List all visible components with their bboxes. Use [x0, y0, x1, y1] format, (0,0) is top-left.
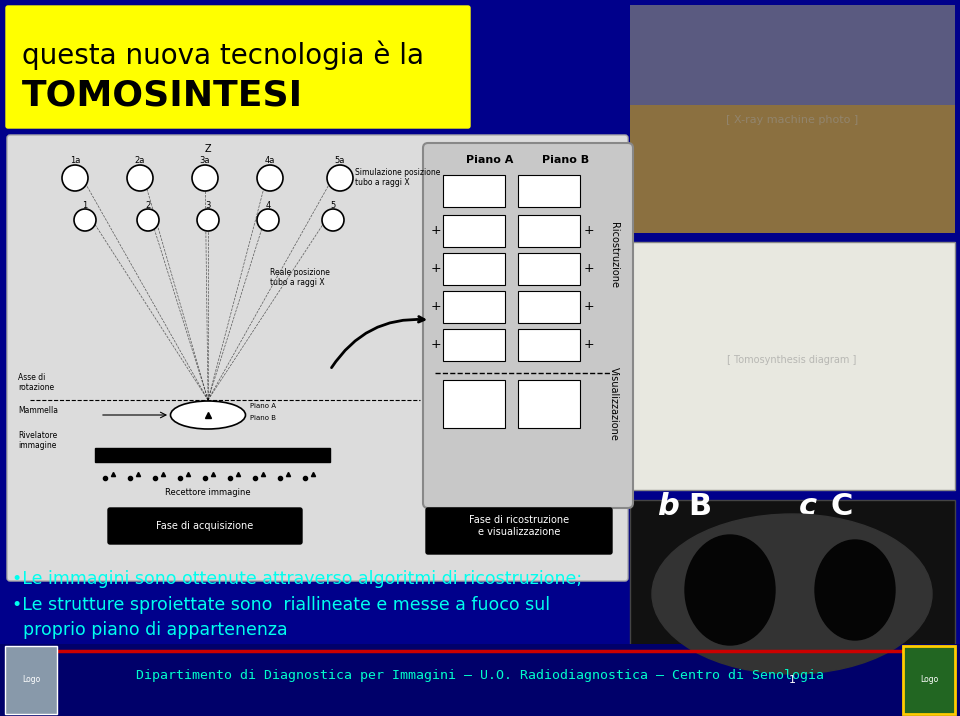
Text: •Le strutture sproiettate sono  riallineate e messe a fuoco sul: •Le strutture sproiettate sono riallinea…	[12, 596, 550, 614]
Bar	[443, 175, 505, 207]
Text: +: +	[431, 225, 442, 238]
Circle shape	[127, 165, 153, 191]
Ellipse shape	[652, 514, 932, 674]
Circle shape	[257, 209, 279, 231]
Bar	[518, 175, 580, 207]
Text: +: +	[584, 225, 594, 238]
Text: 5a: 5a	[335, 156, 346, 165]
Bar	[518, 291, 580, 323]
Bar	[518, 215, 580, 247]
Text: Z: Z	[204, 144, 211, 154]
Circle shape	[74, 209, 96, 231]
Text: Dipartimento di Diagnostica per Immagini – U.O. Radiodiagnostica – Centro di Sen: Dipartimento di Diagnostica per Immagini…	[136, 669, 824, 682]
Bar	[630, 500, 955, 688]
Text: 4: 4	[265, 201, 271, 210]
Text: b: b	[657, 492, 679, 521]
Text: 3: 3	[205, 201, 210, 210]
Bar	[630, 242, 955, 490]
Text: Piano B: Piano B	[250, 415, 276, 421]
Ellipse shape	[685, 535, 775, 645]
Circle shape	[327, 165, 353, 191]
Circle shape	[197, 209, 219, 231]
Text: Visualizzazione: Visualizzazione	[609, 367, 619, 441]
Text: +: +	[431, 339, 442, 352]
Text: 2: 2	[145, 201, 151, 210]
Circle shape	[137, 209, 159, 231]
Ellipse shape	[171, 401, 246, 429]
Bar	[443, 380, 505, 428]
Bar	[443, 329, 505, 361]
Text: [ Tomosynthesis diagram ]: [ Tomosynthesis diagram ]	[728, 355, 856, 365]
Text: Recettore immagine: Recettore immagine	[165, 488, 251, 497]
Text: C: C	[830, 492, 853, 521]
Text: 4a: 4a	[265, 156, 276, 165]
Text: Simulazione posizione
tubo a raggi X: Simulazione posizione tubo a raggi X	[355, 168, 441, 188]
Text: questa nuova tecnologia è la: questa nuova tecnologia è la	[22, 40, 424, 69]
Text: Logo: Logo	[22, 675, 40, 684]
Text: +: +	[584, 263, 594, 276]
Text: 3a: 3a	[200, 156, 210, 165]
Bar	[443, 253, 505, 285]
Bar	[630, 5, 955, 105]
Text: proprio piano di appartenenza: proprio piano di appartenenza	[12, 621, 288, 639]
Ellipse shape	[815, 540, 895, 640]
Text: +: +	[431, 263, 442, 276]
Text: Piano B: Piano B	[542, 155, 589, 165]
Bar	[903, 646, 955, 714]
Text: 5: 5	[330, 201, 336, 210]
Text: Mammella: Mammella	[18, 406, 58, 415]
Text: Fase di acquisizione: Fase di acquisizione	[156, 521, 253, 531]
Text: Asse di
rotazione: Asse di rotazione	[18, 372, 54, 392]
Circle shape	[192, 165, 218, 191]
FancyBboxPatch shape	[7, 135, 628, 581]
Bar	[630, 105, 955, 233]
Text: 1a: 1a	[70, 156, 81, 165]
Text: c: c	[799, 492, 817, 521]
Text: B: B	[688, 492, 711, 521]
Text: TOMOSINTESI: TOMOSINTESI	[22, 78, 303, 112]
Text: +: +	[431, 301, 442, 314]
Text: •Le immagini sono ottenute attraverso algoritmi di ricostruzione;: •Le immagini sono ottenute attraverso al…	[12, 570, 582, 588]
Bar	[518, 329, 580, 361]
Circle shape	[322, 209, 344, 231]
Text: [ X-ray machine photo ]: [ X-ray machine photo ]	[726, 115, 858, 125]
Text: 1: 1	[83, 201, 87, 210]
Text: 1: 1	[788, 675, 796, 685]
Text: Piano A: Piano A	[467, 155, 514, 165]
Text: Piano A: Piano A	[250, 403, 276, 409]
Text: Rivelatore
immagine: Rivelatore immagine	[18, 430, 58, 450]
Bar	[443, 215, 505, 247]
Circle shape	[62, 165, 88, 191]
Bar	[0, 644, 960, 716]
FancyBboxPatch shape	[6, 6, 470, 128]
Bar	[5, 646, 57, 714]
Text: Reale posizione
tubo a raggi X: Reale posizione tubo a raggi X	[270, 268, 330, 287]
FancyBboxPatch shape	[426, 508, 612, 554]
Bar	[518, 253, 580, 285]
Circle shape	[257, 165, 283, 191]
Text: +: +	[584, 339, 594, 352]
Text: Logo: Logo	[920, 675, 938, 684]
Text: Fase di ricostruzione
e visualizzazione: Fase di ricostruzione e visualizzazione	[468, 516, 569, 537]
Bar	[518, 380, 580, 428]
Text: Ricostruzione: Ricostruzione	[609, 222, 619, 288]
Bar	[443, 291, 505, 323]
Bar	[95, 448, 330, 462]
FancyBboxPatch shape	[423, 143, 633, 508]
Bar	[630, 5, 955, 233]
FancyBboxPatch shape	[108, 508, 302, 544]
Text: +: +	[584, 301, 594, 314]
Text: 2a: 2a	[134, 156, 145, 165]
